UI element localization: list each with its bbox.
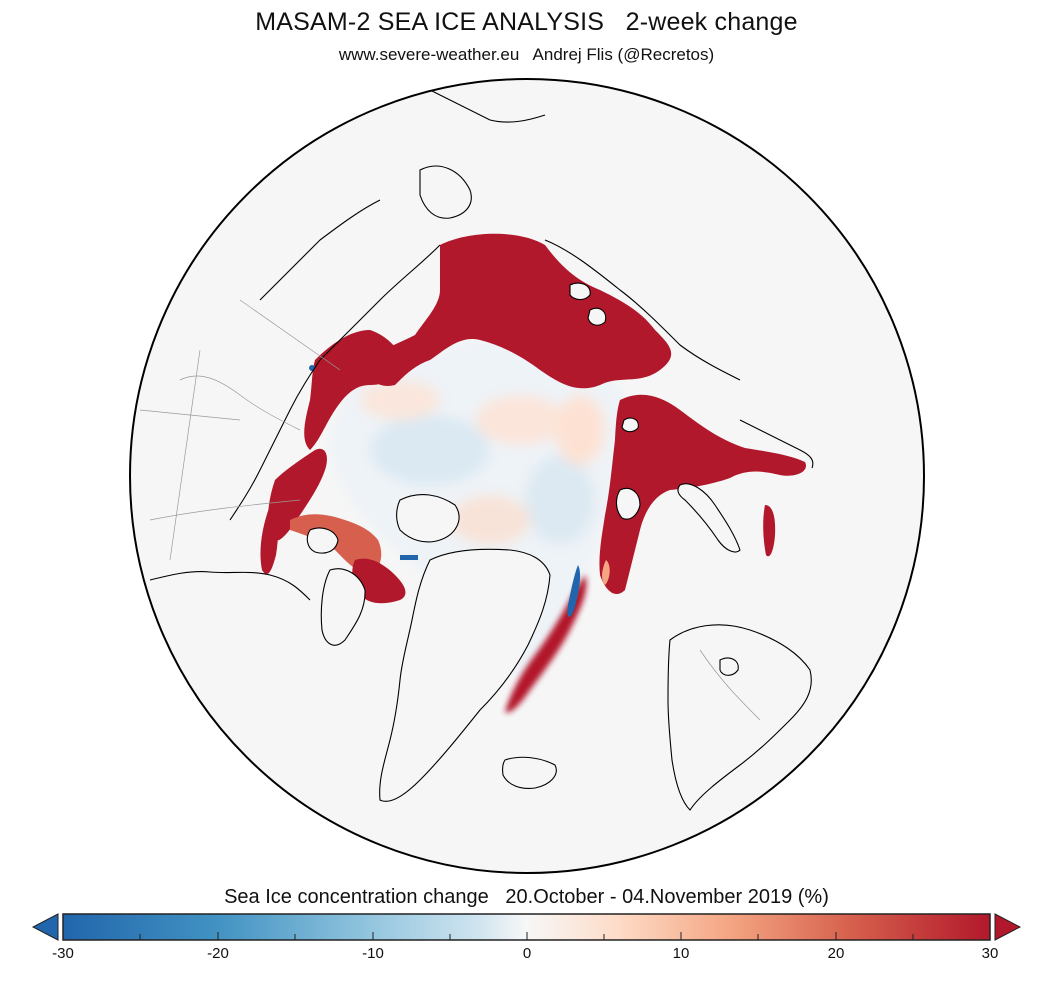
bering-coast (259, 199, 381, 301)
colorbar-tick-label: 30 (981, 945, 999, 962)
chart-subtitle: www.severe-weather.eu Andrej Flis (@Recr… (338, 45, 715, 64)
chukotka (419, 165, 472, 219)
colorbar-extend-min (31, 913, 59, 941)
svalbard-decrease (602, 560, 610, 585)
land-masses (306, 165, 812, 811)
colorbar-tick-label: -20 (207, 945, 229, 962)
siberia-coast (319, 244, 441, 361)
kara-increase (599, 394, 806, 595)
kamchatka-coast (429, 89, 546, 123)
coastlines (149, 89, 814, 601)
franz-josef (621, 417, 639, 433)
chart-title: MASAM-2 SEA ICE ANALYSIS 2-week change (255, 8, 798, 36)
colorbar-tick-label: 0 (522, 945, 532, 962)
colorbar-ticks (62, 932, 991, 940)
colorbar-title: Sea Ice concentration change 20.October … (224, 886, 829, 908)
alaska-coast (149, 571, 311, 601)
laptev-increase (368, 233, 672, 389)
chukchi-increase (304, 330, 405, 450)
borders (139, 299, 761, 721)
baffin-north-increase (260, 500, 279, 575)
canada-coast (229, 359, 321, 521)
ellesmere (396, 494, 460, 543)
map-boundary-circle (129, 78, 925, 874)
colorbar-tick-label: -30 (52, 945, 74, 962)
iceland (502, 756, 557, 789)
central-arctic-ice (330, 339, 634, 690)
greenland (379, 548, 551, 802)
colorbar-tick-label: 10 (672, 945, 690, 962)
colorbar-tick-label: 20 (827, 945, 845, 962)
siberia-north (544, 239, 741, 381)
yamal-coast (739, 419, 814, 469)
severnaya-zemlya (587, 307, 607, 326)
colorbar-tick-label: -10 (362, 945, 384, 962)
scandinavia (667, 624, 812, 811)
beaufort-increase (268, 448, 327, 541)
nares-decrease (400, 555, 418, 560)
new-siberian-islands (569, 282, 591, 301)
svalbard (615, 487, 641, 520)
baffin-island (320, 568, 366, 646)
novaya-zemlya (677, 483, 741, 553)
white-sea (719, 657, 739, 676)
colorbar-extend-max (994, 913, 1022, 941)
victoria-island (306, 527, 339, 554)
east-greenland-decrease (567, 565, 581, 617)
polar-map (129, 78, 925, 874)
ob-gulf-increase (763, 505, 776, 557)
east-greenland-increase (505, 575, 587, 713)
colorbar-gradient (62, 913, 991, 941)
